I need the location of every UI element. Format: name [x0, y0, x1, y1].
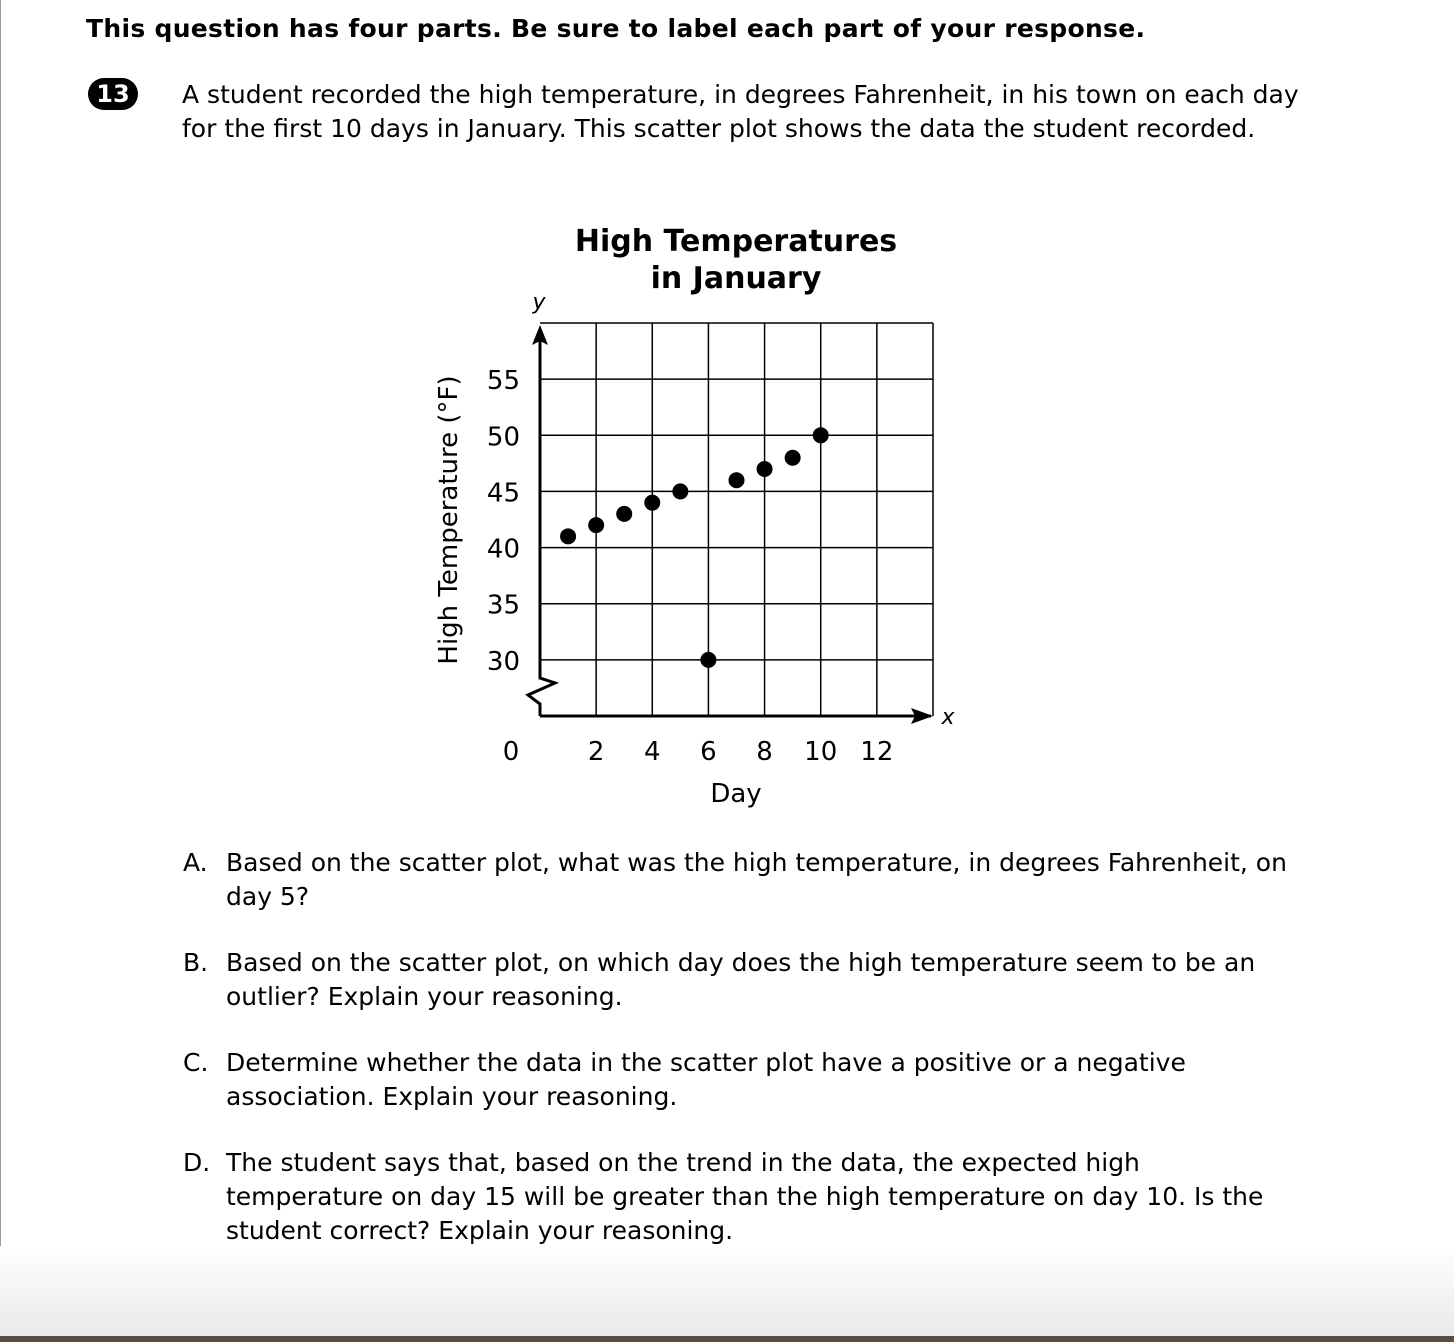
- data-point: [784, 449, 801, 466]
- part-b: B. Based on the scatter plot, on which da…: [183, 946, 1293, 1014]
- chart-title-line1: High Temperatures: [575, 224, 897, 259]
- part-text: The student says that, based on the tren…: [226, 1148, 1264, 1245]
- data-point: [644, 494, 661, 511]
- x-tick-label: 10: [804, 737, 837, 767]
- instructions-header: This question has four parts. Be sure to…: [86, 14, 1146, 43]
- data-point: [616, 505, 633, 522]
- window-bottom-bar: [0, 1336, 1454, 1342]
- x-tick-label: 0: [503, 737, 520, 767]
- part-text: Based on the scatter plot, what was the …: [226, 848, 1287, 911]
- data-point: [588, 517, 605, 534]
- y-axis-arrow: [532, 325, 548, 345]
- part-text: Determine whether the data in the scatte…: [226, 1048, 1186, 1111]
- part-label: B.: [183, 948, 209, 977]
- data-point: [700, 651, 717, 668]
- question-stem: A student recorded the high temperature,…: [182, 80, 1299, 143]
- data-point: [756, 460, 773, 477]
- x-axis-letter: x: [940, 705, 955, 730]
- data-point: [560, 528, 577, 545]
- y-tick-label: 40: [487, 535, 520, 565]
- y-axis-line-with-break: [525, 331, 560, 716]
- part-label: C.: [183, 1048, 209, 1077]
- y-axis-label: High Temperature (°F): [434, 375, 464, 664]
- data-point: [672, 483, 689, 500]
- part-c: C. Determine whether the data in the scat…: [183, 1046, 1293, 1114]
- x-tick-label: 8: [756, 737, 773, 767]
- part-label: A.: [183, 848, 208, 877]
- x-tick-label: 6: [700, 737, 717, 767]
- x-axis-arrow: [911, 708, 933, 724]
- question-number-badge: 13: [88, 78, 138, 110]
- part-a: A. Based on the scatter plot, what was th…: [183, 846, 1293, 914]
- part-label: D.: [183, 1148, 211, 1177]
- data-point: [812, 427, 829, 444]
- x-tick-label: 12: [860, 737, 893, 767]
- page-bottom-shadow: [0, 1246, 1454, 1336]
- y-tick-label: 30: [487, 647, 520, 677]
- y-tick-label: 45: [487, 478, 520, 508]
- y-tick-label: 55: [487, 366, 520, 396]
- y-tick-label: 50: [487, 422, 520, 452]
- part-text: Based on the scatter plot, on which day …: [226, 948, 1256, 1011]
- y-axis-letter: y: [531, 290, 546, 315]
- data-point: [728, 472, 745, 489]
- x-axis-label: Day: [710, 779, 761, 809]
- y-tick-label: 35: [487, 591, 520, 621]
- part-d: D. The student says that, based on the tr…: [183, 1146, 1293, 1248]
- question-parts: A. Based on the scatter plot, what was th…: [183, 846, 1293, 1280]
- chart-title-line2: in January: [651, 261, 822, 296]
- x-tick-label: 2: [588, 737, 605, 767]
- x-tick-label: 4: [644, 737, 661, 767]
